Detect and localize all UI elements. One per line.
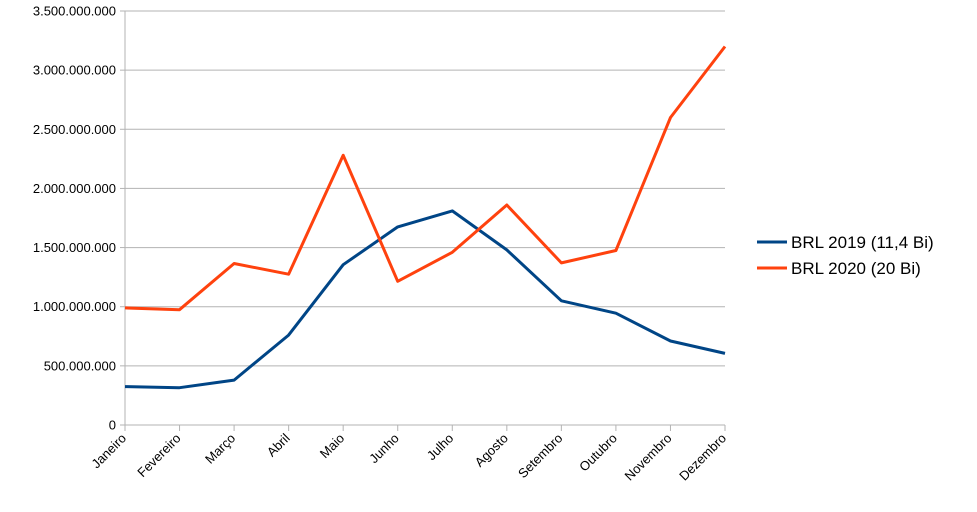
axes [124,11,725,426]
y-tick-label: 500.000.000 [44,358,116,373]
x-tick-label: Julho [424,431,457,464]
gridlines [120,10,725,426]
y-tick-label: 3.000.000.000 [33,63,116,78]
y-tick-label: 1.000.000.000 [33,299,116,314]
x-tick-label: Setembro [515,431,565,481]
y-tick-labels: 0 500.000.000 1.000.000.000 1.500.000.000 2.… [33,4,116,433]
series-line-2 [124,45,727,312]
x-tick-label: Dezembro [676,431,729,484]
series-lines [124,45,727,390]
y-tick-label: 0 [109,418,116,433]
x-tick-label: Junho [366,431,402,467]
x-tick-label: Março [202,431,238,467]
x-tick-labels: Janeiro Fevereiro Março Abril Maio Junho Julho… [88,425,729,484]
series-line-1 [124,209,726,390]
x-tick-label: Agosto [472,431,511,470]
x-tick-label: Outubro [576,431,620,475]
legend: BRL 2019 (11,4 Bi) BRL 2020 (20 Bi) [757,233,934,278]
x-tick-label: Maio [317,431,348,462]
legend-label-1: BRL 2019 (11,4 Bi) [791,233,934,252]
y-tick-label: 2.500.000.000 [33,122,116,137]
x-tick-label: Janeiro [88,431,129,472]
y-tick-label: 1.500.000.000 [33,240,116,255]
x-tick-label: Novembro [622,431,675,484]
x-tick-label: Abril [264,430,293,459]
y-tick-label: 2.000.000.000 [33,181,116,196]
x-tick-label: Fevereiro [134,431,183,480]
y-tick-label: 3.500.000.000 [33,4,116,19]
legend-label-2: BRL 2020 (20 Bi) [791,259,921,278]
